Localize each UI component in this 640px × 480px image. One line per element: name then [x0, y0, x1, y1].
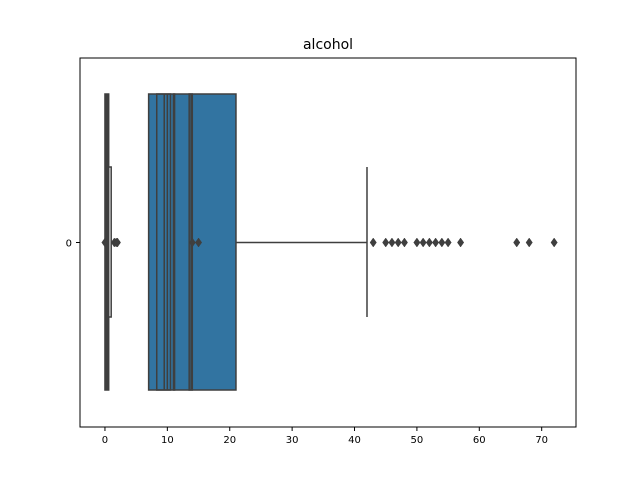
x-tick-label-7: 70 [535, 435, 548, 446]
outlier-point-2-14 [550, 237, 558, 248]
outlier-point-2-5 [413, 237, 421, 248]
outlier-point-2-12 [513, 237, 521, 248]
outlier-point-2-11 [457, 237, 465, 248]
x-tick-label-2: 20 [223, 435, 236, 446]
x-tick-label-5: 50 [411, 435, 424, 446]
plot-area [101, 93, 558, 391]
outlier-point-2-7 [425, 237, 433, 248]
outlier-point-2-10 [444, 237, 452, 248]
outlier-point-2-3 [394, 237, 402, 248]
outlier-point-2-9 [438, 237, 446, 248]
x-tick-label-6: 60 [473, 435, 486, 446]
x-tick-label-0: 0 [102, 435, 108, 446]
outlier-point-2-2 [388, 237, 396, 248]
outlier-point-5-0 [188, 237, 196, 248]
outlier-point-2-1 [382, 237, 390, 248]
outlier-point-1-0 [101, 237, 109, 248]
outlier-point-2-4 [400, 237, 408, 248]
outlier-point-2-13 [525, 237, 533, 248]
x-tick-label-4: 40 [348, 435, 361, 446]
outlier-point-1-3 [113, 237, 121, 248]
outlier-point-2-0 [369, 237, 377, 248]
outlier-point-2-6 [419, 237, 427, 248]
y-axis: 0 [66, 239, 80, 250]
chart-title: alcohol [303, 37, 353, 53]
outlier-point-2-8 [432, 237, 440, 248]
outlier-point-5-1 [195, 237, 203, 248]
x-tick-label-1: 10 [161, 435, 174, 446]
y-tick-label-0: 0 [66, 239, 72, 250]
axes-frame [79, 57, 577, 428]
x-axis: 0 10 20 30 40 50 60 70 [102, 427, 548, 446]
x-tick-label-3: 30 [286, 435, 299, 446]
